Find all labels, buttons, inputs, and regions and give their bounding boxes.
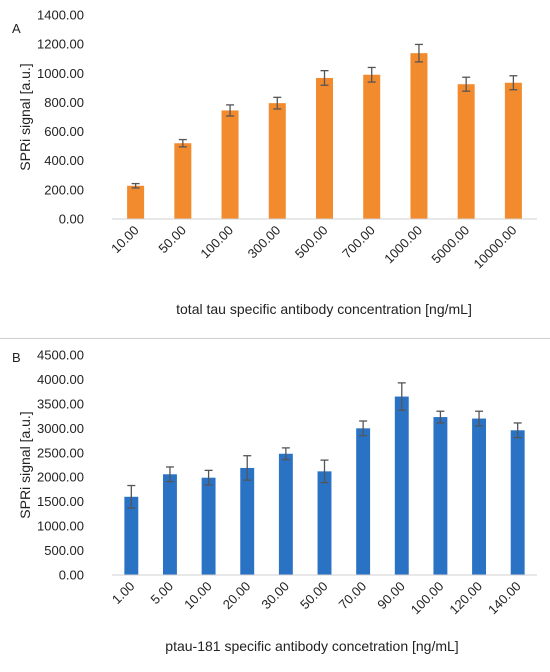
x-tick-label: 30.00 — [258, 579, 292, 613]
x-tick-label: 500.00 — [292, 223, 331, 262]
bar — [278, 453, 293, 575]
bar-chart-a: A SPRi signal [a.u.] 0.00 200.00 400.00 600.0… — [12, 8, 537, 317]
y-tick-label: 4000.00 — [37, 372, 84, 387]
x-tick-label: 10.00 — [181, 579, 215, 613]
bar — [504, 82, 522, 219]
y-tick-label: 1000.00 — [37, 66, 84, 81]
x-tick-label: 50.00 — [155, 223, 189, 257]
bar — [201, 477, 216, 575]
y-tick-label: 400.00 — [44, 153, 84, 168]
x-tick-label: 140.00 — [485, 579, 524, 618]
x-tick-label: 10000.00 — [471, 223, 520, 272]
bar — [410, 53, 428, 220]
bar — [510, 430, 525, 575]
y-tick-label: 1500.00 — [37, 494, 84, 509]
x-tick-label: 300.00 — [245, 223, 284, 262]
x-tick-label: 1.00 — [109, 579, 138, 608]
bar — [356, 428, 371, 575]
y-tick-label: 500.00 — [44, 543, 84, 558]
bar — [240, 467, 255, 575]
y-tick-label: 2500.00 — [37, 445, 84, 460]
bar — [317, 471, 332, 575]
y-tick-label: 800.00 — [44, 95, 84, 110]
bar — [174, 143, 192, 219]
x-axis-title: total tau specific antibody concentratio… — [176, 301, 472, 317]
y-tick-label: 600.00 — [44, 124, 84, 139]
panel-label: B — [12, 350, 21, 365]
bar — [124, 496, 139, 575]
x-tick-label: 50.00 — [297, 579, 331, 613]
x-tick-label: 100.00 — [197, 223, 236, 262]
y-tick-label: 0.00 — [59, 212, 84, 227]
x-tick-label: 90.00 — [374, 579, 408, 613]
y-axis-title: SPRi signal [a.u.] — [17, 63, 33, 170]
x-tick-label: 5000.00 — [428, 223, 472, 267]
bar — [268, 103, 286, 219]
x-tick-label: 20.00 — [220, 579, 254, 613]
bar — [472, 418, 486, 575]
x-tick-label: 100.00 — [408, 579, 447, 618]
y-tick-label: 1400.00 — [37, 8, 84, 23]
chart-panel-a: A SPRi signal [a.u.] 0.00 200.00 400.00 600.0… — [0, 0, 550, 330]
x-tick-label: 70.00 — [336, 579, 370, 613]
x-tick-label: 10.00 — [108, 223, 142, 257]
x-tick-label: 5.00 — [148, 579, 177, 608]
x-tick-label: 1000.00 — [381, 223, 425, 267]
y-tick-label: 3000.00 — [37, 421, 84, 436]
bar-chart-b: B SPRi signal [a.u.] 0.00 500.00 1000.00 1500… — [12, 348, 537, 654]
y-tick-label: 0.00 — [59, 568, 84, 583]
y-tick-label: 1200.00 — [37, 37, 84, 52]
bar — [163, 474, 177, 575]
bar — [221, 110, 239, 219]
bar — [457, 84, 475, 219]
x-tick-label: 700.00 — [339, 223, 378, 262]
x-axis-title: ptau-181 specific antibody concetration … — [165, 638, 458, 654]
y-tick-label: 2000.00 — [37, 470, 84, 485]
bar — [363, 74, 381, 219]
bar — [394, 396, 409, 575]
x-tick-label: 120.00 — [446, 579, 485, 618]
panel-label: A — [12, 21, 21, 36]
y-tick-label: 4500.00 — [37, 348, 84, 363]
bar — [127, 185, 145, 219]
bar — [316, 77, 333, 219]
y-tick-label: 1000.00 — [37, 519, 84, 534]
y-tick-label: 200.00 — [44, 182, 84, 197]
bar — [433, 417, 448, 575]
chart-panel-b: B SPRi signal [a.u.] 0.00 500.00 1000.00 1500… — [0, 345, 550, 667]
panel-divider — [0, 338, 550, 339]
y-tick-label: 3500.00 — [37, 396, 84, 411]
y-axis-title: SPRi signal [a.u.] — [17, 411, 33, 518]
